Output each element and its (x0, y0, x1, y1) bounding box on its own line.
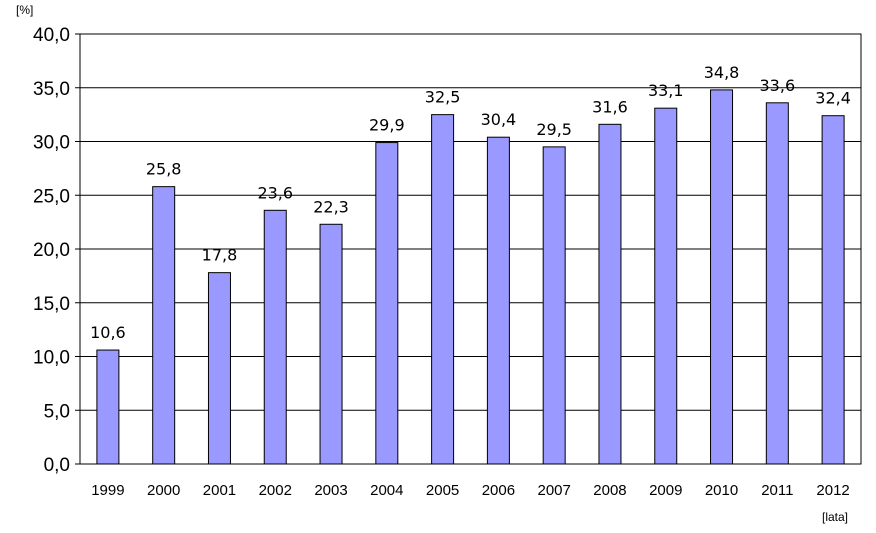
bar-2010 (710, 89, 734, 465)
x-tick-label-2011: 2011 (761, 482, 793, 499)
y-axis-ticks: 0,0 5,0 10,0 15,0 20,0 25,0 30,0 35,0 40,0 (33, 25, 80, 476)
plot-area-frame (79, 33, 862, 465)
x-tick-label-2009: 2009 (649, 482, 682, 499)
x-unit-label: [lata] (822, 510, 848, 524)
data-label-2005: 32,5 (425, 88, 461, 107)
bar-2011 (765, 102, 789, 465)
x-tick-label-2007: 2007 (537, 482, 570, 499)
data-label-2012: 32,4 (815, 89, 851, 108)
bars (96, 89, 845, 465)
bar-1999 (96, 349, 120, 465)
x-tick-label-1999: 1999 (91, 482, 124, 499)
y-tick-label: 30,0 (33, 133, 70, 154)
y-tick-label: 40,0 (33, 25, 70, 46)
y-tick-label: 20,0 (33, 240, 70, 261)
data-label-2004: 29,9 (369, 116, 405, 135)
y-tick-label: 10,0 (33, 348, 70, 369)
y-tick-label: 25,0 (33, 186, 70, 207)
bar-2004 (375, 142, 399, 465)
data-label-2007: 29,5 (536, 120, 572, 139)
x-tick-label-2002: 2002 (259, 482, 292, 499)
data-label-2001: 17,8 (202, 246, 238, 265)
y-tick-label: 5,0 (44, 401, 70, 422)
x-tick-label-2006: 2006 (482, 482, 515, 499)
data-label-1999: 10,6 (90, 323, 126, 342)
x-tick-label-2004: 2004 (370, 482, 403, 499)
gridlines (80, 33, 861, 465)
bar-2009 (654, 107, 678, 465)
data-label-2008: 31,6 (592, 97, 628, 116)
bar-2012 (821, 115, 845, 465)
data-label-2006: 30,4 (481, 110, 517, 129)
bar-2006 (486, 136, 510, 465)
x-tick-label-2008: 2008 (593, 482, 626, 499)
bar-2005 (431, 114, 455, 465)
x-tick-label-2012: 2012 (816, 482, 849, 499)
x-axis-ticks: 1999 2000 2001 2002 2003 2004 2005 2006 2007 2008… (91, 482, 850, 499)
data-label-2011: 33,6 (760, 76, 796, 95)
y-tick-label: 15,0 (33, 294, 70, 315)
data-label-2002: 23,6 (257, 183, 293, 202)
x-tick-label-2005: 2005 (426, 482, 459, 499)
data-label-2009: 33,1 (648, 81, 684, 100)
bar-2008 (598, 123, 622, 465)
x-tick-label-2000: 2000 (147, 482, 180, 499)
x-tick-label-2010: 2010 (705, 482, 738, 499)
bar-2007 (542, 146, 566, 465)
bar-2003 (319, 223, 343, 465)
y-tick-label: 0,0 (44, 455, 70, 476)
data-labels: 10,6 25,8 17,8 23,6 22,3 29,9 32,5 30,4 29,5 31,6… (90, 63, 851, 342)
data-label-2003: 22,3 (313, 197, 349, 216)
data-label-2000: 25,8 (146, 160, 182, 179)
y-unit-label: [%] (16, 3, 33, 17)
bar-2000 (152, 186, 176, 465)
x-tick-label-2001: 2001 (203, 482, 236, 499)
y-tick-label: 35,0 (33, 79, 70, 100)
bar-2001 (207, 272, 231, 465)
data-label-2010: 34,8 (704, 63, 740, 82)
x-tick-label-2003: 2003 (314, 482, 347, 499)
bar-2002 (263, 209, 287, 465)
